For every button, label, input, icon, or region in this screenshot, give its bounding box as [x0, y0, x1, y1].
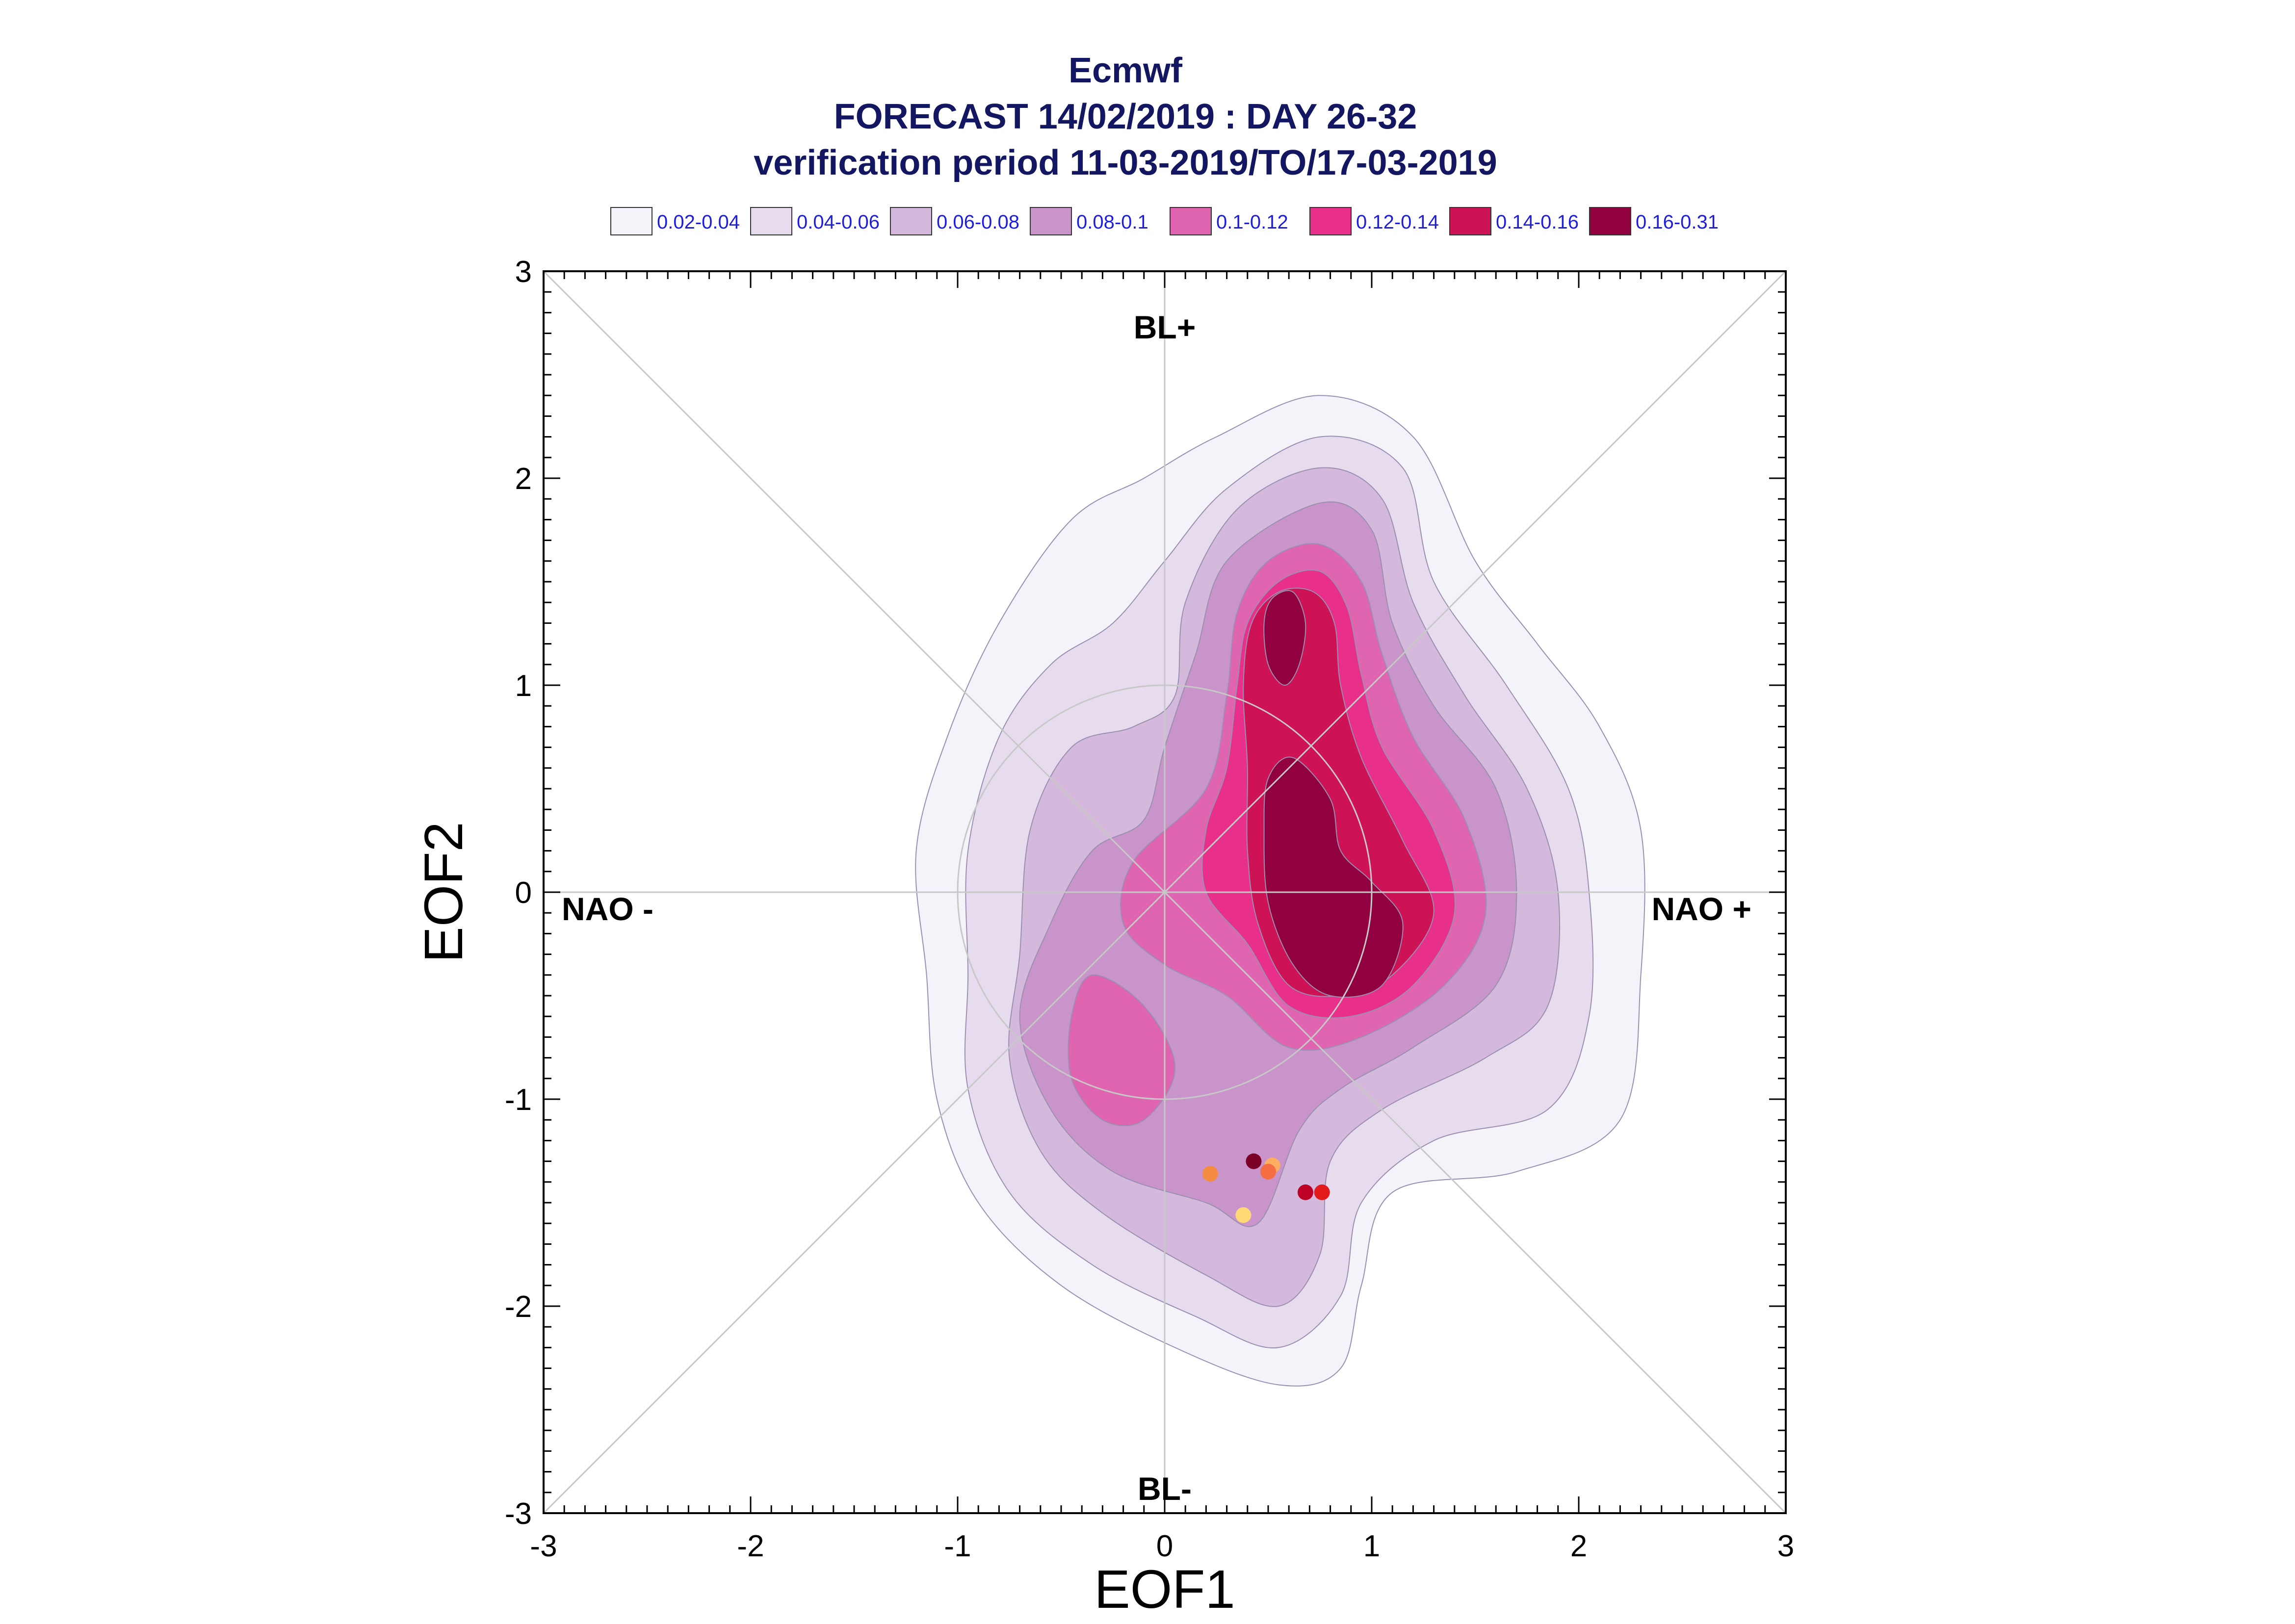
- plot-area: -3 -2 -1 0 1 2 3 -3 -2 -1 0 1 2 3: [505, 255, 1794, 1563]
- guide-lines: [543, 270, 1787, 1514]
- x-tick-label-0: -3: [530, 1529, 557, 1563]
- forecast-point-0: [1246, 1153, 1262, 1169]
- density-contour-7-1: [1263, 756, 1404, 998]
- y-axis-title: EOF2: [414, 822, 474, 962]
- regime-label-nao-plus: NAO +: [1651, 891, 1751, 927]
- legend-swatch-2: [890, 207, 932, 235]
- legend: 0.02-0.04 0.04-0.06 0.06-0.08 0.08-0.1 0.1-0…: [610, 207, 1719, 235]
- y-tick-label-0: -3: [505, 1497, 532, 1531]
- forecast-points: [1202, 1153, 1330, 1223]
- x-axis-title: EOF1: [1094, 1559, 1235, 1620]
- forecast-point-2: [1260, 1163, 1276, 1180]
- y-tick-label-1: -2: [505, 1290, 532, 1324]
- legend-label-3: 0.08-0.1: [1076, 211, 1148, 233]
- legend-label-7: 0.16-0.31: [1636, 211, 1719, 233]
- legend-swatch-5: [1309, 207, 1352, 235]
- legend-swatch-7: [1589, 207, 1631, 235]
- title-line-3: verification period 11-03-2019/TO/17-03-…: [754, 143, 1497, 182]
- forecast-point-4: [1297, 1184, 1313, 1200]
- forecast-point-3: [1202, 1165, 1218, 1182]
- legend-label-2: 0.06-0.08: [937, 211, 1019, 233]
- regime-label-bl-minus: BL-: [1138, 1470, 1192, 1507]
- y-tick-label-4: 1: [515, 669, 532, 703]
- x-tick-label-5: 2: [1570, 1529, 1587, 1563]
- density-contour-7-0: [1263, 590, 1306, 686]
- legend-swatch-1: [750, 207, 792, 235]
- density-contour-4-1: [1068, 974, 1176, 1127]
- legend-swatch-6: [1449, 207, 1491, 235]
- x-tick-label-2: -1: [944, 1529, 971, 1563]
- x-tick-label-6: 3: [1777, 1529, 1794, 1563]
- regime-label-bl-plus: BL+: [1134, 309, 1196, 345]
- legend-swatch-0: [610, 207, 652, 235]
- density-contours: [915, 395, 1645, 1387]
- x-tick-label-3: 0: [1156, 1529, 1173, 1563]
- y-tick-label-6: 3: [515, 255, 532, 289]
- axis-ticks: -3 -2 -1 0 1 2 3 -3 -2 -1 0 1 2 3: [505, 255, 1794, 1563]
- y-tick-label-2: -1: [505, 1083, 532, 1117]
- legend-swatch-4: [1170, 207, 1212, 235]
- y-tick-label-5: 2: [515, 462, 532, 496]
- forecast-point-5: [1314, 1184, 1330, 1200]
- title-line-1: Ecmwf: [1069, 51, 1183, 90]
- y-tick-label-3: 0: [515, 876, 532, 910]
- guide-diagonal-2: [543, 270, 1787, 1514]
- title-line-2: FORECAST 14/02/2019 : DAY 26-32: [834, 97, 1417, 136]
- regime-label-nao-minus: NAO -: [562, 891, 653, 927]
- legend-label-4: 0.1-0.12: [1216, 211, 1288, 233]
- forecast-point-6: [1235, 1207, 1252, 1223]
- legend-label-6: 0.14-0.16: [1496, 211, 1579, 233]
- legend-label-1: 0.04-0.06: [797, 211, 880, 233]
- legend-label-5: 0.12-0.14: [1356, 211, 1439, 233]
- chart-title: Ecmwf FORECAST 14/02/2019 : DAY 26-32 ve…: [754, 51, 1497, 182]
- legend-swatch-3: [1030, 207, 1072, 235]
- legend-label-0: 0.02-0.04: [657, 211, 740, 233]
- x-tick-label-4: 1: [1363, 1529, 1380, 1563]
- x-tick-label-1: -2: [737, 1529, 764, 1563]
- guide-unit-circle: [957, 684, 1373, 1100]
